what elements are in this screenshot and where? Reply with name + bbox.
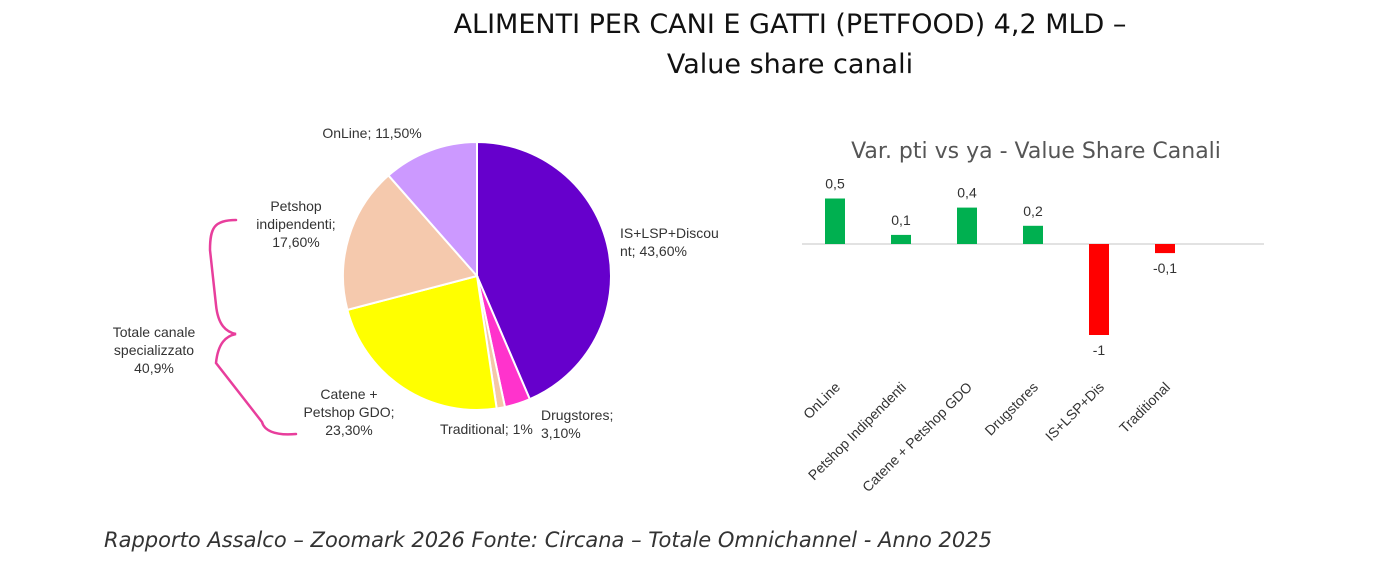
pie-slice-petshop-indipendenti [342, 174, 479, 312]
bar-value-traditional: -0,1 [1153, 260, 1177, 276]
bar-category-traditional: Traditional [1116, 379, 1173, 436]
main-title-line1: ALIMENTI PER CANI E GATTI (PETFOOD) 4,2 … [453, 9, 1127, 40]
pie-label-traditional: Traditional; 1% [440, 421, 533, 437]
pie-slice-is-lsp-discount [476, 140, 612, 401]
bar-catene-petshop-gdo [957, 207, 977, 244]
bar-value-petshop-indipendenti: 0,1 [891, 212, 911, 228]
bar-petshop-indipendenti [891, 234, 911, 244]
bar-online [825, 198, 845, 244]
bar-value-drugstores: 0,2 [1023, 203, 1043, 219]
bar-drugstores [1023, 225, 1043, 244]
pie-label-online: OnLine; 11,50% [322, 125, 421, 141]
bar-category-is-lsp-dis: IS+LSP+Dis [1042, 379, 1107, 444]
bar-chart-title: Var. pti vs ya - Value Share Canali [851, 139, 1221, 164]
bar-traditional [1155, 244, 1175, 254]
pie-label-drugstores: Drugstores; 3,10% [541, 407, 613, 441]
bar-category-catene-petshop-gdo: Catene + Petshop GDO [859, 379, 975, 495]
main-title-line2: Value share canali [666, 49, 914, 80]
specialized-channel-bracket [208, 218, 298, 436]
pie-label-petshop-indipendenti: Petshop indipendenti; 17,60% [256, 198, 335, 250]
bar-category-online: OnLine [800, 379, 843, 422]
bar-value-is-lsp-dis: -1 [1093, 342, 1106, 358]
bar-is-lsp-dis [1089, 244, 1109, 335]
bar-category-drugstores: Drugstores [981, 379, 1041, 439]
pie-slice-online [387, 140, 478, 279]
pie-slice-catene-petshop-gdo [346, 274, 498, 411]
bracket-label: Totale canale specializzato 40,9% [113, 324, 196, 376]
source-note: Rapporto Assalco – Zoomark 2026 Fonte: C… [104, 528, 992, 552]
bar-value-catene-petshop-gdo: 0,4 [957, 185, 977, 201]
pie-label-catene-petshop-gdo: Catene + Petshop GDO; 23,30% [303, 386, 394, 438]
pie-chart: IS+LSP+Discou nt; 43,60% Drugstores; 3,10% T… [256, 125, 719, 441]
bar-chart: Var. pti vs ya - Value Share Canali 0,5 On… [800, 139, 1264, 495]
bar-value-online: 0,5 [825, 176, 845, 192]
pie-label-is-lsp-discount: IS+LSP+Discou nt; 43,60% [620, 225, 719, 259]
